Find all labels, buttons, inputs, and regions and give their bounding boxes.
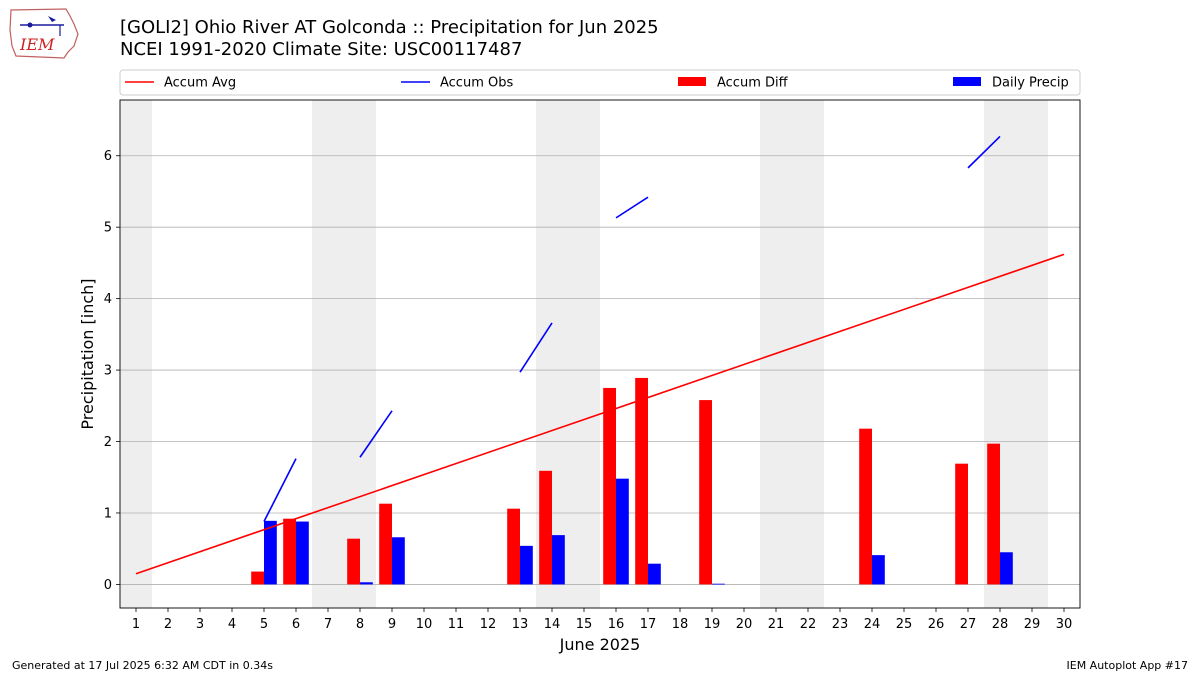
ytick-label-4: 4 bbox=[104, 292, 112, 307]
legend-key-3 bbox=[953, 77, 981, 86]
legend-key-2 bbox=[678, 77, 706, 86]
weekend-band-8 bbox=[344, 100, 376, 608]
xtick-label-16: 16 bbox=[608, 617, 625, 632]
legend-label-1: Accum Obs bbox=[440, 76, 513, 91]
weekend-band-29 bbox=[1016, 100, 1048, 608]
weekend-band-1 bbox=[120, 100, 152, 608]
legend-label-3: Daily Precip bbox=[992, 76, 1069, 91]
ytick-label-6: 6 bbox=[104, 149, 112, 164]
daily-precip-bar-6 bbox=[296, 521, 309, 585]
xtick-label-27: 27 bbox=[960, 617, 977, 632]
xtick-label-26: 26 bbox=[928, 617, 945, 632]
svg-text:IEM: IEM bbox=[19, 35, 55, 54]
legend-label-0: Accum Avg bbox=[164, 76, 236, 91]
xtick-label-1: 1 bbox=[132, 617, 140, 632]
xtick-label-5: 5 bbox=[260, 617, 268, 632]
daily-precip-bar-17 bbox=[648, 563, 661, 585]
xtick-label-23: 23 bbox=[832, 617, 849, 632]
daily-precip-bar-19 bbox=[712, 583, 725, 585]
daily-precip-bar-9 bbox=[392, 537, 405, 585]
daily-precip-bar-16 bbox=[616, 478, 629, 585]
x-axis-label: June 2025 bbox=[559, 635, 641, 654]
accum-diff-bar-16 bbox=[603, 387, 616, 585]
ytick-label-3: 3 bbox=[104, 364, 112, 379]
ytick-label-2: 2 bbox=[104, 435, 112, 450]
accum-diff-bar-14 bbox=[539, 470, 552, 585]
daily-precip-bar-24 bbox=[872, 555, 885, 585]
legend-box bbox=[119, 69, 1081, 96]
xtick-label-18: 18 bbox=[672, 617, 689, 632]
weekend-band-7 bbox=[312, 100, 344, 608]
xtick-label-29: 29 bbox=[1024, 617, 1041, 632]
xtick-label-20: 20 bbox=[736, 617, 753, 632]
xtick-label-11: 11 bbox=[448, 617, 465, 632]
daily-precip-bar-28 bbox=[1000, 552, 1013, 585]
accum-diff-bar-27 bbox=[955, 463, 968, 585]
xtick-label-6: 6 bbox=[292, 617, 300, 632]
daily-precip-bar-13 bbox=[520, 545, 533, 585]
xtick-label-22: 22 bbox=[800, 617, 817, 632]
accum-diff-bar-5 bbox=[251, 571, 264, 585]
xtick-label-8: 8 bbox=[356, 617, 364, 632]
daily-precip-bar-8 bbox=[360, 582, 373, 585]
xtick-label-7: 7 bbox=[324, 617, 332, 632]
accum-obs-segment-1 bbox=[359, 410, 393, 458]
daily-precip-bar-14 bbox=[552, 535, 565, 585]
accum-obs-segment-0 bbox=[263, 458, 297, 522]
accum-obs-segment-4 bbox=[967, 135, 1001, 169]
accum-avg-line bbox=[135, 253, 1065, 575]
xtick-label-13: 13 bbox=[512, 617, 529, 632]
accum-diff-bar-24 bbox=[859, 428, 872, 585]
accum-diff-bar-19 bbox=[699, 400, 712, 585]
accum-diff-bar-13 bbox=[507, 508, 520, 585]
weekend-band-15 bbox=[568, 100, 600, 608]
daily-precip-bar-5 bbox=[264, 520, 277, 585]
generated-timestamp: Generated at 17 Jul 2025 6:32 AM CDT in … bbox=[12, 659, 273, 672]
xtick-label-2: 2 bbox=[164, 617, 172, 632]
ytick-label-0: 0 bbox=[104, 578, 112, 593]
accum-diff-bar-6 bbox=[283, 518, 296, 585]
xtick-label-30: 30 bbox=[1056, 617, 1073, 632]
chart-subtitle: NCEI 1991-2020 Climate Site: USC00117487 bbox=[120, 39, 523, 60]
chart-title: [GOLI2] Ohio River AT Golconda :: Precip… bbox=[120, 17, 659, 38]
accum-diff-bar-28 bbox=[987, 443, 1000, 585]
legend-label-2: Accum Diff bbox=[717, 76, 789, 91]
accum-obs-segment-3 bbox=[615, 196, 649, 219]
app-credit: IEM Autoplot App #17 bbox=[1066, 659, 1189, 672]
xtick-label-12: 12 bbox=[480, 617, 497, 632]
accum-diff-bar-9 bbox=[379, 503, 392, 585]
xtick-label-15: 15 bbox=[576, 617, 593, 632]
xtick-label-21: 21 bbox=[768, 617, 785, 632]
accum-obs-segment-2 bbox=[519, 322, 553, 373]
accum-diff-bar-8 bbox=[347, 538, 360, 585]
xtick-label-9: 9 bbox=[388, 617, 396, 632]
ytick-label-1: 1 bbox=[104, 506, 112, 521]
xtick-label-24: 24 bbox=[864, 617, 881, 632]
weekend-band-22 bbox=[792, 100, 824, 608]
xtick-label-14: 14 bbox=[544, 617, 561, 632]
xtick-label-3: 3 bbox=[196, 617, 204, 632]
xtick-label-17: 17 bbox=[640, 617, 657, 632]
accum-diff-bar-17 bbox=[635, 377, 648, 585]
xtick-label-4: 4 bbox=[228, 617, 236, 632]
xtick-label-28: 28 bbox=[992, 617, 1009, 632]
xtick-label-10: 10 bbox=[416, 617, 433, 632]
y-axis-label: Precipitation [inch] bbox=[78, 278, 97, 429]
plot-frame bbox=[119, 99, 1081, 609]
iem-logo: IEM bbox=[8, 6, 80, 60]
xtick-label-25: 25 bbox=[896, 617, 913, 632]
xtick-label-19: 19 bbox=[704, 617, 721, 632]
ytick-label-5: 5 bbox=[104, 221, 112, 236]
